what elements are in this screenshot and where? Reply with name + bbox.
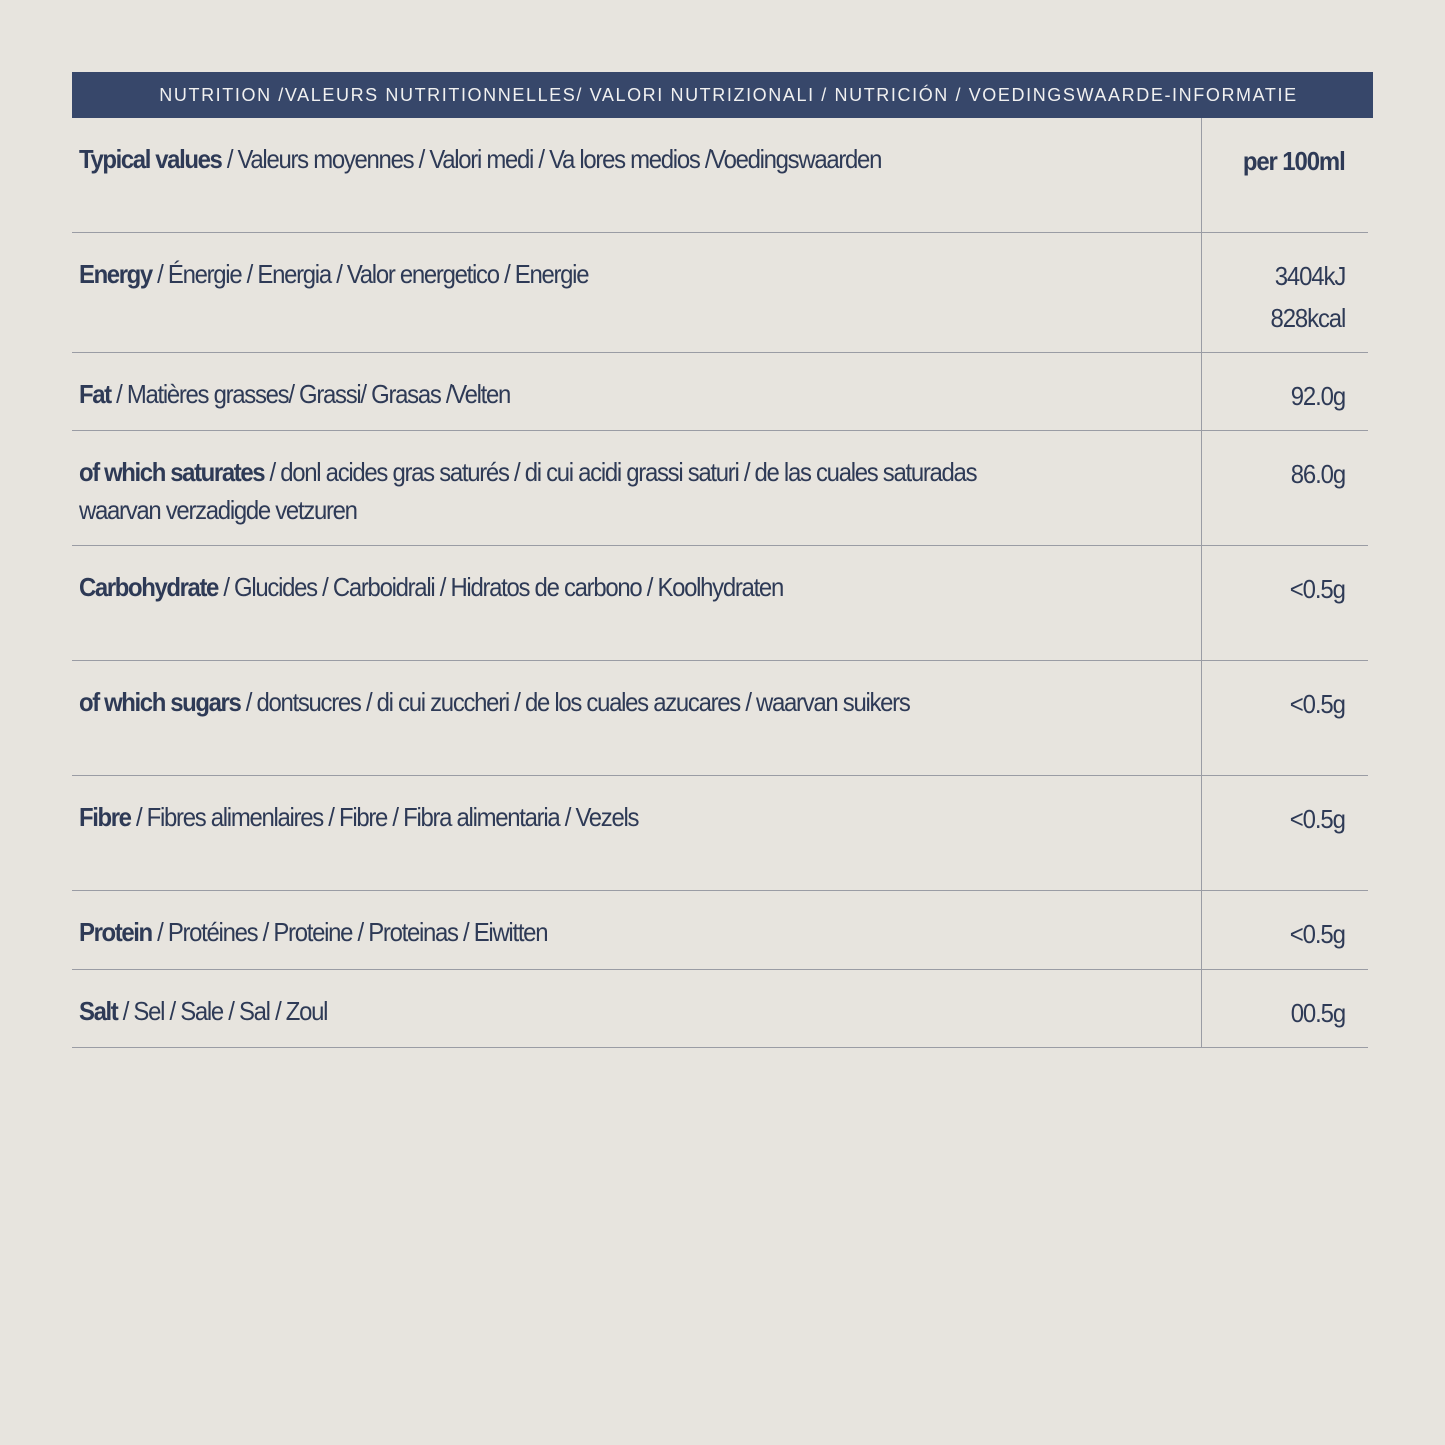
value-line: <0.5g (1289, 689, 1346, 719)
row-label-translations: / Énergie / Energia / Valor energetico /… (151, 259, 589, 289)
row-label: Energy / Énergie / Energia / Valor energ… (79, 255, 1073, 293)
row-label-translations: / Sel / Sale / Sal / Zoul (117, 996, 329, 1026)
table-row-carbohydrate: Carbohydrate / Glucides / Carboidrali / … (72, 546, 1368, 661)
value-line: <0.5g (1289, 804, 1346, 834)
value-line: 00.5g (1290, 998, 1346, 1028)
row-label-translations: / donl acides gras saturés / di cui acid… (79, 457, 978, 525)
row-value: <0.5g (1289, 568, 1346, 610)
row-value: <0.5g (1289, 913, 1346, 955)
row-label-translations: / Glucides / Carboidrali / Hidratos de c… (217, 572, 784, 602)
row-label-translations: / Protéines / Proteine / Proteinas / Eiw… (151, 917, 548, 947)
row-value: <0.5g (1289, 683, 1346, 725)
row-label: Protein / Protéines / Proteine / Protein… (79, 913, 1073, 951)
table-row-typical-values: Typical values / Valeurs moyennes / Valo… (72, 118, 1368, 233)
row-label: Salt / Sel / Sale / Sal / Zoul (79, 992, 1073, 1030)
table-row-salt: Salt / Sel / Sale / Sal / Zoul 00.5g (72, 970, 1368, 1048)
row-label: Carbohydrate / Glucides / Carboidrali / … (79, 568, 1073, 606)
value-line: <0.5g (1289, 574, 1346, 604)
row-label-bold: Protein (79, 917, 153, 947)
column-divider (1201, 118, 1202, 1048)
table-row-energy: Energy / Énergie / Energia / Valor energ… (72, 233, 1368, 353)
row-label-bold: Typical values (79, 144, 223, 174)
row-value: 92.0g (1290, 375, 1346, 417)
row-label-bold: Salt (79, 996, 119, 1026)
row-label-bold: Fibre (79, 802, 132, 832)
value-line-kcal: 828kcal (1270, 303, 1346, 333)
row-value: <0.5g (1289, 798, 1346, 840)
row-label-bold: Carbohydrate (79, 572, 219, 602)
value-line: per 100ml (1243, 146, 1346, 176)
table-row-sugars: of which sugars / dontsucres / di cui zu… (72, 661, 1368, 776)
value-line-kj: 3404kJ (1274, 261, 1346, 291)
value-line: 86.0g (1290, 459, 1346, 489)
table-row-fat: Fat / Matières grasses/ Grassi/ Grasas /… (72, 353, 1368, 431)
row-value: 3404kJ 828kcal (1270, 255, 1346, 339)
row-label-bold: Energy (79, 259, 153, 289)
row-label-bold: of which sugars (79, 687, 242, 717)
row-label-translations: / dontsucres / di cui zuccheri / de los … (240, 687, 911, 717)
value-line: 92.0g (1290, 381, 1346, 411)
nutrition-table: Typical values / Valeurs moyennes / Valo… (72, 118, 1368, 1048)
row-label: Fibre / Fibres alimenlaires / Fibre / Fi… (79, 798, 1073, 836)
row-label-translations: / Fibres alimenlaires / Fibre / Fibra al… (130, 802, 640, 832)
row-label-bold: of which saturates (79, 457, 266, 487)
row-label: Typical values / Valeurs moyennes / Valo… (79, 140, 1073, 178)
row-value: 00.5g (1290, 992, 1346, 1034)
row-label: of which sugars / dontsucres / di cui zu… (79, 683, 1073, 721)
table-row-saturates: of which saturates / donl acides gras sa… (72, 431, 1368, 546)
row-label-bold: Fat (79, 379, 112, 409)
table-row-protein: Protein / Protéines / Proteine / Protein… (72, 891, 1368, 970)
table-row-fibre: Fibre / Fibres alimenlaires / Fibre / Fi… (72, 776, 1368, 891)
row-label: Fat / Matières grasses/ Grassi/ Grasas /… (79, 375, 1073, 413)
value-line: <0.5g (1289, 919, 1346, 949)
row-value: per 100ml (1243, 140, 1346, 182)
row-label-translations: / Matières grasses/ Grassi/ Grasas /Velt… (110, 379, 511, 409)
row-label: of which saturates / donl acides gras sa… (79, 453, 1073, 529)
row-value: 86.0g (1290, 453, 1346, 495)
row-label-translations: / Valeurs moyennes / Valori medi / Va lo… (221, 144, 883, 174)
table-header-title: NUTRITION /VALEURS NUTRITIONNELLES/ VALO… (72, 72, 1373, 118)
